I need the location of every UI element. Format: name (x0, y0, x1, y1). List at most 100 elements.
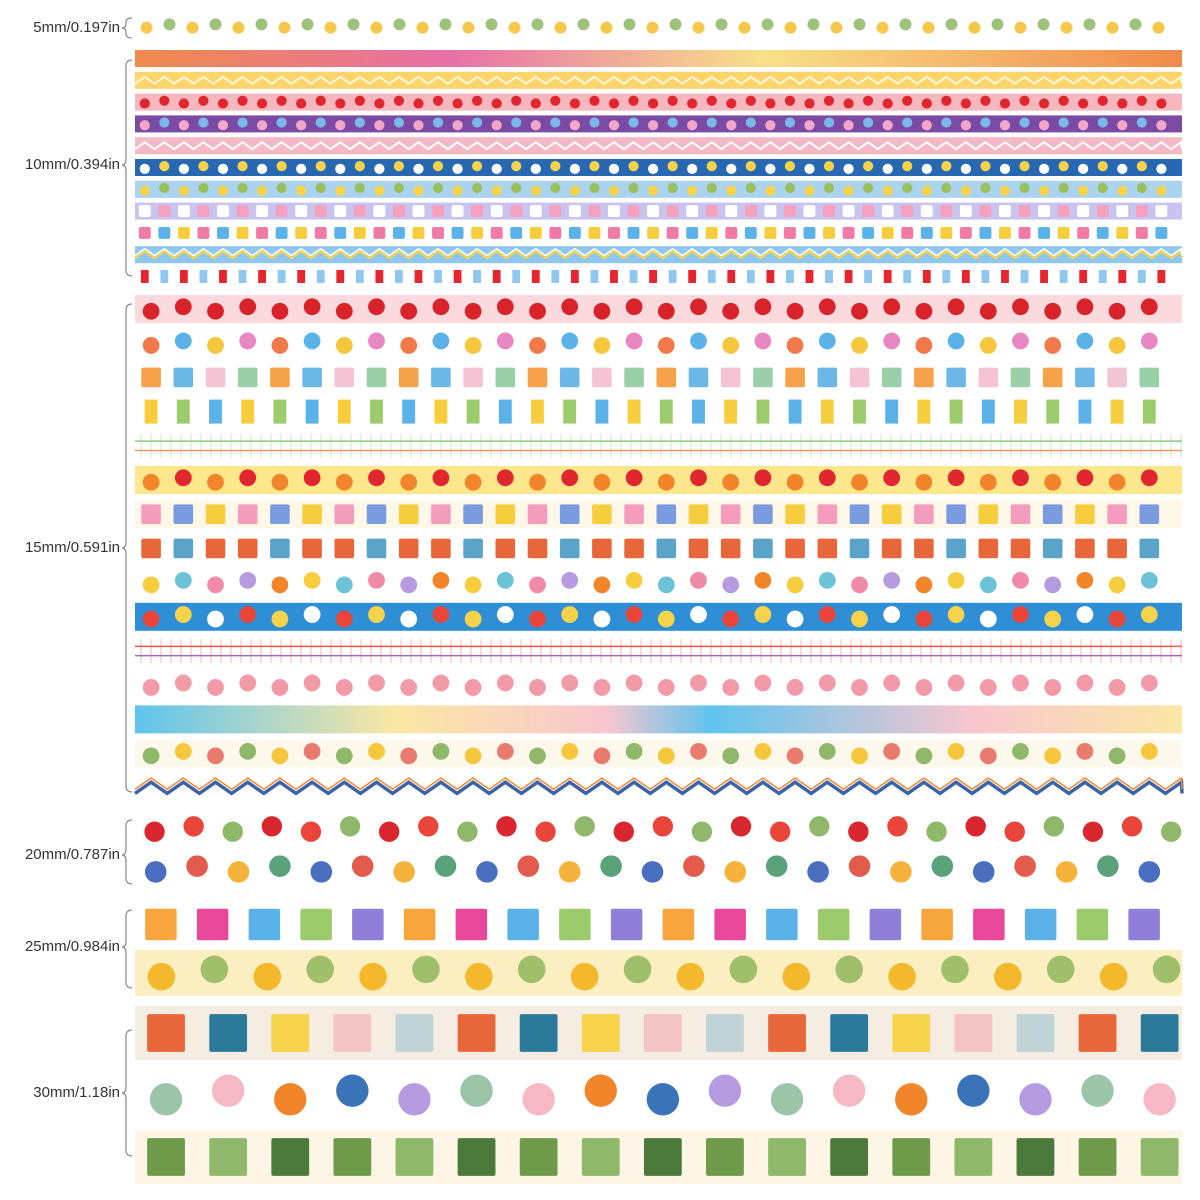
tape-pattern (413, 185, 424, 196)
tape-pattern (527, 504, 548, 524)
tape-pattern (142, 610, 160, 628)
tape-pattern (178, 98, 189, 109)
tape-pattern (173, 504, 194, 524)
tape-pattern (334, 226, 347, 239)
tape-pattern (1078, 163, 1089, 174)
tape-pattern (463, 367, 483, 388)
tape-pattern (1108, 747, 1126, 765)
tape-pattern (141, 538, 161, 559)
size-labels: 5mm/0.197in 10mm/0.394in 15mm/0.591in 20… (25, 19, 120, 1101)
tape-pattern (1155, 205, 1168, 218)
tape-pattern (550, 117, 561, 128)
tape-pattern (624, 538, 644, 559)
tape-pattern (432, 742, 450, 760)
tape-pattern (271, 610, 289, 628)
tape-pattern (705, 226, 718, 239)
tape-pattern (139, 185, 150, 196)
tape-pattern (464, 576, 482, 594)
tape-pattern (1156, 120, 1167, 131)
tape-pattern (1058, 161, 1069, 172)
tape-pattern (159, 161, 170, 172)
tape-pattern (947, 469, 965, 487)
tape-pattern (491, 185, 502, 196)
tape (135, 115, 1182, 133)
tape-pattern (853, 399, 866, 424)
tape-pattern (1152, 955, 1181, 984)
tape-pattern (561, 742, 579, 760)
tape-pattern (142, 576, 160, 594)
tape-pattern (530, 120, 541, 131)
tape-pattern (627, 399, 641, 424)
tape-pattern (600, 21, 613, 34)
tape (134, 246, 1184, 264)
tape-pattern (979, 226, 992, 239)
tape-pattern (947, 606, 965, 623)
tape-pattern (1019, 117, 1030, 128)
tape-pattern (766, 908, 798, 941)
tape-pattern (347, 18, 360, 31)
tape-pattern (593, 679, 611, 696)
tape-pattern (1076, 908, 1109, 941)
tape-pattern (706, 182, 717, 194)
tape-pattern (608, 226, 620, 239)
tape-pattern (462, 21, 475, 34)
tape-pattern (561, 332, 579, 350)
tape-pattern (490, 226, 503, 239)
tape-pattern (593, 302, 611, 320)
tape-pattern (144, 821, 165, 842)
bracket (121, 909, 133, 989)
tape-pattern (1038, 226, 1051, 239)
tape-pattern (1078, 1138, 1117, 1176)
size-label: 10mm/0.394in (25, 156, 120, 173)
tape-pattern (432, 95, 444, 106)
tape-pattern (1156, 98, 1167, 109)
tape-pattern (549, 226, 562, 239)
tape-pattern (881, 504, 902, 524)
tape-pattern (941, 182, 952, 194)
tape-pattern (960, 185, 971, 196)
tape-pattern (561, 469, 579, 487)
tape-pattern (652, 816, 674, 837)
tape-pattern (511, 182, 522, 194)
tape-pattern (337, 399, 351, 424)
tape-pattern (1160, 821, 1182, 842)
tape-pattern (745, 117, 756, 128)
tape (135, 851, 1182, 887)
tape-pattern (647, 163, 659, 174)
tape-pattern (1108, 337, 1126, 354)
tape-pattern (183, 816, 204, 837)
tape-pattern (818, 298, 836, 316)
tape-pattern (688, 538, 709, 559)
tape-pattern (354, 161, 365, 172)
tape-pattern (378, 821, 400, 842)
tape-pattern (303, 298, 321, 316)
tape-pattern (569, 185, 580, 196)
tape-pattern (453, 270, 462, 283)
tape-pattern (692, 399, 705, 424)
tape-pattern (141, 504, 161, 524)
tape-pattern (914, 538, 934, 559)
tape-pattern (531, 18, 544, 31)
tape-pattern (269, 855, 291, 877)
tape-pattern (1097, 95, 1108, 106)
tape-pattern (550, 161, 561, 172)
tape-pattern (134, 249, 1184, 260)
tape-pattern (561, 298, 579, 316)
tape-pattern (1075, 367, 1095, 388)
tape-pattern (173, 538, 194, 559)
tape-pattern (820, 399, 834, 424)
tape-pattern (947, 332, 965, 350)
tape-pattern (464, 473, 482, 491)
tape-pattern (198, 182, 209, 194)
tape-pattern (418, 816, 439, 837)
tape-pattern (159, 95, 170, 106)
tape-pattern (765, 120, 776, 131)
tape-pattern (1077, 226, 1090, 239)
tape-pattern (335, 747, 353, 765)
tape-pattern (881, 205, 894, 218)
tape-pattern (738, 21, 751, 34)
tape-pattern (366, 367, 387, 388)
tape (135, 602, 1182, 631)
tape-pattern (722, 747, 740, 765)
tape-pattern (766, 270, 775, 283)
